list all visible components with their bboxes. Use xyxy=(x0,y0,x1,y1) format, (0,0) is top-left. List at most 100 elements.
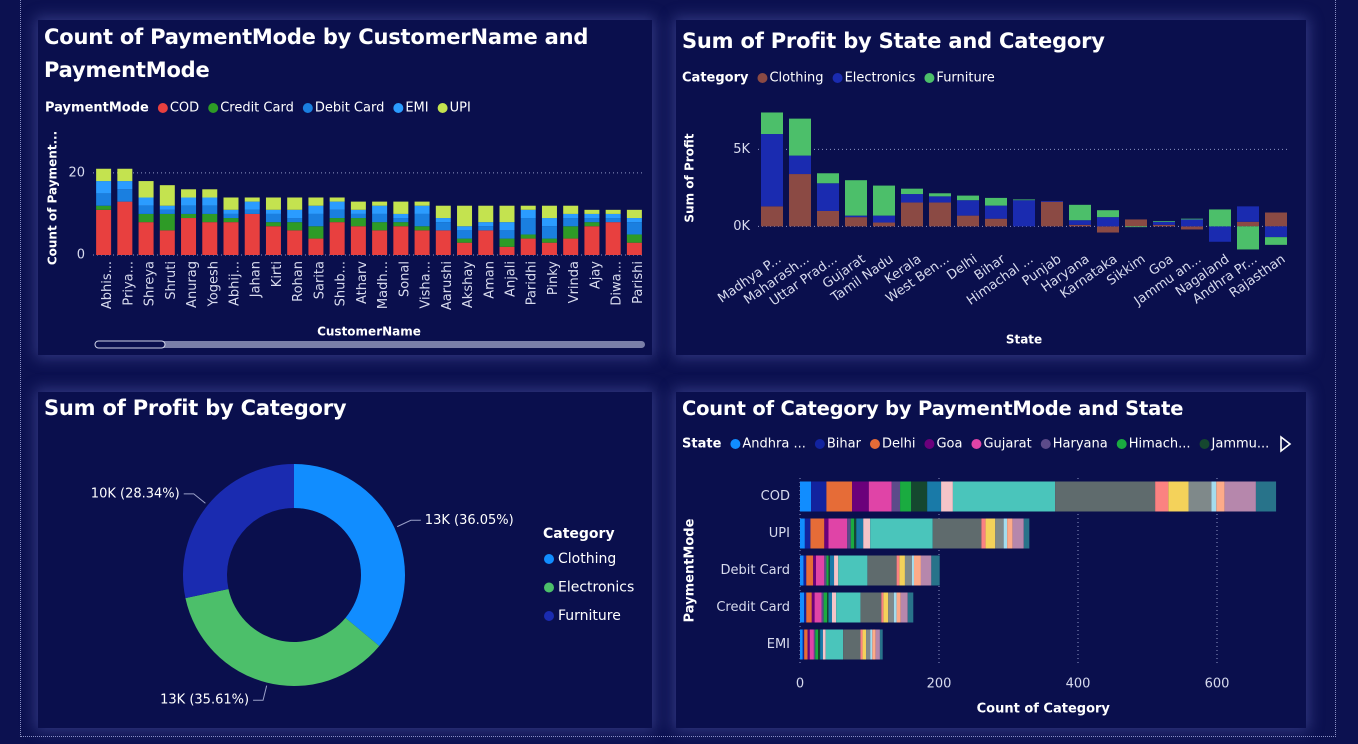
bar-segment xyxy=(1125,219,1147,227)
bar-segment xyxy=(414,201,430,206)
x-tick-label: Atharv xyxy=(355,261,370,304)
bar-segment xyxy=(393,213,409,219)
legend-label: Haryana xyxy=(1053,437,1108,452)
bar-segment xyxy=(866,629,871,660)
legend-next-arrow[interactable] xyxy=(1280,435,1292,453)
bar-segment xyxy=(414,205,430,214)
bar-segment xyxy=(761,112,783,135)
legend-label: Debit Card xyxy=(315,101,385,116)
data-label: 13K (36.05%) xyxy=(425,513,514,528)
x-tick-label: Aman xyxy=(482,261,497,299)
bar-segment xyxy=(957,200,979,216)
data-label: 10K (28.34%) xyxy=(91,486,180,501)
legend-marker xyxy=(971,439,982,449)
bar-segment xyxy=(605,209,621,214)
bar-segment xyxy=(626,218,642,223)
bar-segment xyxy=(372,230,388,255)
bar-segment xyxy=(981,518,986,549)
bar-segment xyxy=(873,185,895,216)
bar-segment xyxy=(1153,221,1175,225)
bar-segment xyxy=(843,629,861,660)
bar-segment xyxy=(159,213,175,231)
bar-segment xyxy=(414,226,430,231)
bar-segment xyxy=(881,592,884,623)
bar-segment xyxy=(957,215,979,227)
x-tick-label: Kirti xyxy=(270,261,285,287)
scrollbar-thumb[interactable] xyxy=(94,340,166,349)
bar-segment xyxy=(789,118,811,156)
bar-segment xyxy=(478,226,494,231)
chart-title: Sum of Profit by Category xyxy=(44,396,347,420)
bar-segment xyxy=(350,201,366,210)
x-tick-label: Visha... xyxy=(419,261,434,309)
bar-segment xyxy=(96,193,112,206)
bar-segment xyxy=(809,629,814,660)
legend-marker xyxy=(393,103,404,113)
bar-segment xyxy=(605,213,621,219)
legend-marker xyxy=(814,439,825,449)
bar-segment xyxy=(96,205,112,210)
x-tick-label: Aarushi xyxy=(440,261,455,310)
bar-segment xyxy=(800,555,804,586)
bar-segment xyxy=(138,213,154,223)
bar-segment xyxy=(1007,518,1013,549)
bar-segment xyxy=(803,555,807,586)
x-tick-label: 400 xyxy=(1066,677,1091,692)
y-tick-label: 0 xyxy=(77,248,85,263)
donut-slice xyxy=(183,464,294,599)
chart-title: Count of PaymentMode by CustomerName and… xyxy=(44,25,589,82)
x-tick-label: 600 xyxy=(1205,677,1230,692)
legend-marker xyxy=(544,611,554,621)
panel xyxy=(676,392,1306,728)
x-tick-label: Madh... xyxy=(376,261,391,309)
chart-title: Sum of Profit by State and Category xyxy=(682,29,1105,53)
bar-segment xyxy=(350,218,366,227)
x-tick-label: Shreya xyxy=(143,261,158,306)
bar-segment xyxy=(845,215,867,218)
bar-segment xyxy=(817,210,839,227)
x-axis-title: Count of Category xyxy=(977,702,1111,717)
bar-segment xyxy=(834,555,839,586)
bar-segment xyxy=(414,213,430,227)
legend-marker xyxy=(924,439,935,449)
bar-segment xyxy=(584,213,600,219)
donut-slice xyxy=(185,588,380,686)
bar-segment xyxy=(393,222,409,227)
bar-segment xyxy=(1023,518,1030,549)
bar-segment xyxy=(1168,481,1189,512)
bar-segment xyxy=(1153,220,1175,222)
bar-segment xyxy=(499,205,515,223)
x-tick-label: Paridhi xyxy=(525,261,540,305)
x-tick-label: Jahan xyxy=(249,261,264,298)
bar-segment xyxy=(800,592,805,623)
x-axis-title: State xyxy=(1006,333,1042,347)
bar-segment xyxy=(1224,481,1256,512)
bar-segment xyxy=(822,629,826,660)
bar-segment xyxy=(804,629,808,660)
bar-segment xyxy=(907,592,914,623)
bar-segment xyxy=(900,481,912,512)
bar-segment xyxy=(265,209,281,214)
bar-segment xyxy=(929,196,951,203)
bar-segment xyxy=(265,222,281,227)
scrollbar-track[interactable] xyxy=(95,341,645,348)
bar-segment xyxy=(901,194,923,203)
x-tick-label: Shruti xyxy=(164,261,179,300)
bar-segment xyxy=(117,181,133,190)
y-tick-label: EMI xyxy=(767,637,790,652)
bar-segment xyxy=(1041,200,1063,202)
bar-segment xyxy=(811,481,827,512)
x-tick-label: 200 xyxy=(927,677,952,692)
bar-segment xyxy=(202,197,218,206)
legend-label: Andhra ... xyxy=(742,437,805,452)
legend-label: Furniture xyxy=(936,71,994,86)
bar-segment xyxy=(804,518,811,549)
bar-segment xyxy=(789,155,811,175)
bar-segment xyxy=(287,222,303,231)
bar-segment xyxy=(181,218,197,255)
bar-segment xyxy=(811,592,815,623)
leader-line xyxy=(253,685,268,701)
bar-segment xyxy=(920,555,932,586)
bar-segment xyxy=(854,518,857,549)
bar-segment xyxy=(1181,219,1203,227)
